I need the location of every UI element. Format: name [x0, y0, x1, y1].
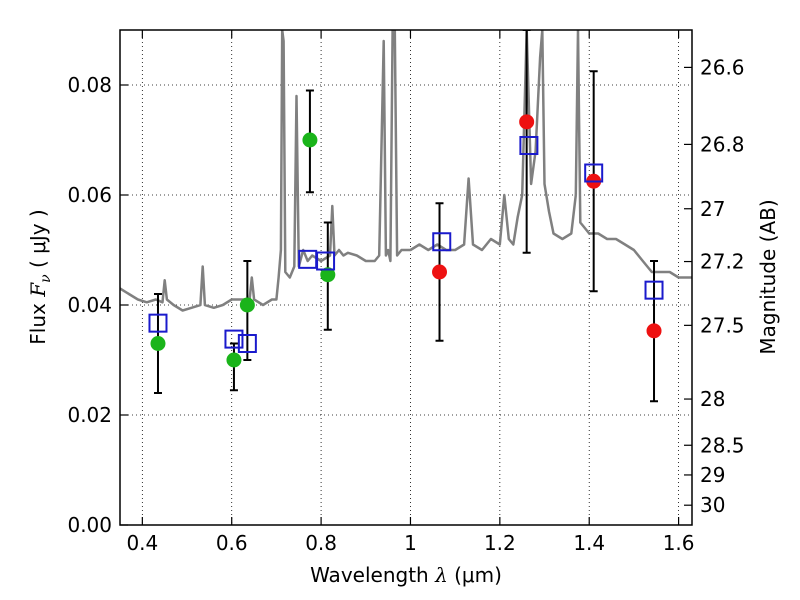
data-point-circle — [432, 264, 448, 280]
plot-frame — [119, 29, 693, 526]
y-tick-label: 0.00 — [67, 513, 112, 537]
y-tick-label: 0.06 — [67, 183, 112, 207]
magnitude-tick-label: 29 — [700, 463, 725, 487]
data-point-circle — [239, 297, 255, 313]
data-point-circle — [519, 114, 535, 130]
magnitude-tick-label: 26.8 — [700, 132, 745, 156]
x-tick-label: 1.4 — [573, 531, 605, 555]
magnitude-tick-label: 28.5 — [700, 433, 745, 457]
model-flux-square — [148, 313, 168, 333]
grid — [120, 30, 692, 526]
data-point-circle — [320, 267, 336, 283]
x-tick-label: 1.6 — [663, 531, 695, 555]
data-point-circle — [646, 323, 662, 339]
model-flux-square — [519, 136, 539, 155]
x-tick-label: 0.4 — [126, 531, 158, 555]
model-spectrum-line — [120, 30, 692, 312]
x-tick-label: 0.8 — [305, 531, 337, 555]
y-tick-label: 0.08 — [67, 73, 112, 97]
axis-ticks: 0.4 0.6 0.8 1 1.2 1.4 1.6 0.00 0.02 0.04 0.06 0.08 2… — [67, 30, 745, 555]
magnitude-tick-label: 26.6 — [700, 55, 745, 79]
data-point-circle — [302, 132, 318, 148]
x-axis-label: Wavelength λ (μm) — [310, 563, 502, 587]
magnitude-tick-label: 30 — [700, 493, 725, 517]
magnitude-tick-label: 27.5 — [700, 313, 745, 337]
x-tick-label: 1 — [404, 531, 417, 555]
x-tick-label: 0.6 — [216, 531, 248, 555]
model-flux-square — [584, 163, 604, 183]
model-flux-square — [644, 280, 664, 300]
y-tick-label: 0.02 — [67, 403, 112, 427]
model-flux-square — [316, 251, 336, 271]
y-tick-label: 0.04 — [67, 293, 112, 317]
magnitude-tick-label: 28 — [700, 387, 725, 411]
model-flux-square — [237, 334, 257, 353]
y-axis-label: Flux Fν ( μJy ) — [26, 209, 54, 344]
data-point-circle — [226, 352, 242, 368]
y2-axis-label: Magnitude (AB) — [756, 199, 780, 354]
model-flux-square — [224, 329, 244, 349]
magnitude-tick-label: 27 — [700, 197, 725, 221]
x-tick-label: 1.2 — [484, 531, 516, 555]
data-point-circle — [150, 336, 166, 351]
model-flux-square — [432, 232, 452, 252]
magnitude-tick-label: 27.2 — [700, 250, 745, 274]
plot-area — [120, 30, 692, 403]
